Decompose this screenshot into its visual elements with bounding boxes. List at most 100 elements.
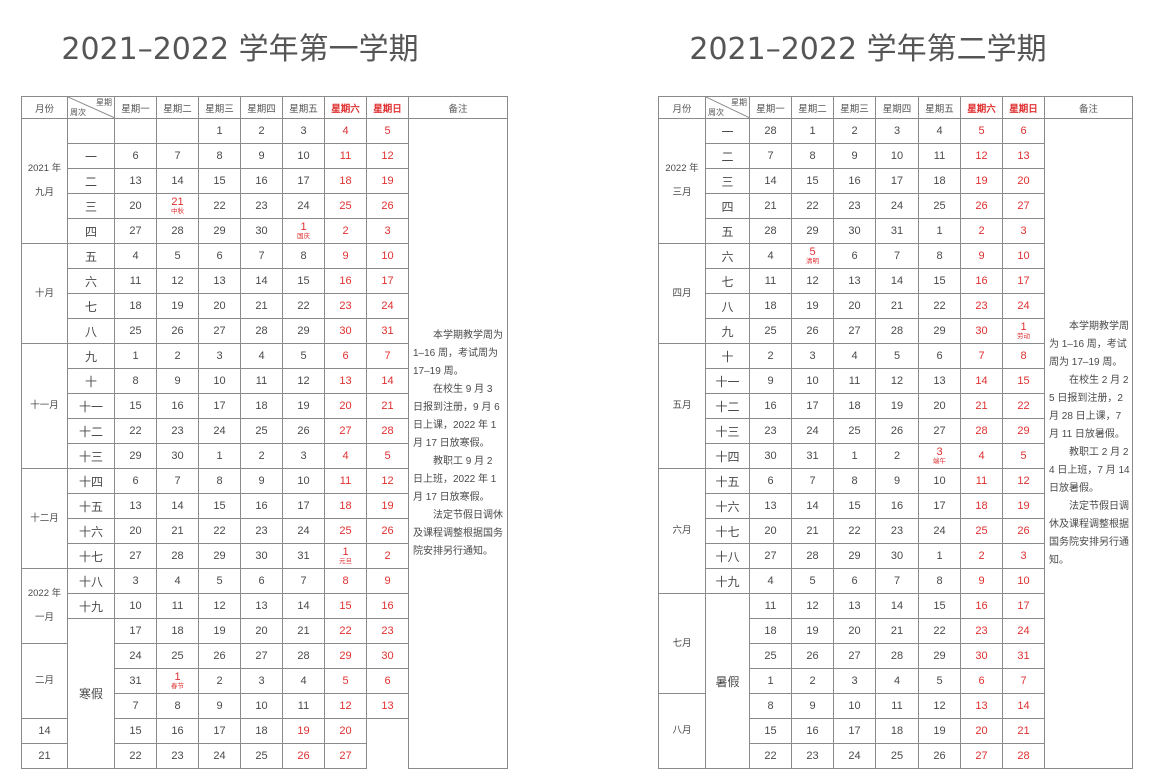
date-cell: 4	[324, 118, 367, 144]
day-header: 星期日	[1002, 96, 1045, 119]
date-cell: 9	[833, 143, 876, 169]
holiday-label: 清明	[806, 258, 819, 265]
week-row: 二 7 8 9 10 11 12 13	[659, 143, 1133, 169]
week-number: 九	[705, 318, 750, 344]
date-cell: 8	[324, 568, 367, 594]
date-cell: 14	[21, 718, 68, 744]
date-cell: 19	[366, 168, 409, 194]
date-cell: 4	[960, 443, 1003, 469]
date-cell: 18	[918, 168, 961, 194]
date-cell: 7	[1002, 668, 1045, 694]
date-cell: 25	[875, 743, 919, 769]
date-cell: 22	[918, 618, 961, 644]
date-cell: 10	[114, 593, 157, 619]
date-cell: 24	[198, 418, 241, 444]
date-cell: 28	[156, 543, 199, 569]
holiday-date-cell: 5 清明	[791, 243, 834, 269]
date-cell: 8	[114, 368, 157, 394]
date-cell: 2	[791, 668, 834, 694]
date-cell: 16	[366, 593, 409, 619]
date-cell: 22	[282, 293, 325, 319]
date-cell	[114, 118, 157, 144]
date-cell: 6	[749, 468, 792, 494]
date-cell: 29	[1002, 418, 1045, 444]
week-number: 十三	[705, 418, 750, 444]
date-cell: 28	[875, 643, 919, 669]
date-cell: 10	[791, 368, 834, 394]
date-cell: 13	[324, 368, 367, 394]
date-cell: 12	[791, 593, 834, 619]
date-cell: 2	[198, 668, 241, 694]
date-cell: 25	[156, 643, 199, 669]
date-cell: 22	[833, 518, 876, 544]
date-cell: 11	[749, 268, 792, 294]
header-row: 月份 星期 周次 星期一 星期二 星期三 星期四 星期五 星期六 星期日 备注	[21, 96, 508, 119]
date-cell: 14	[282, 593, 325, 619]
date-cell: 15	[114, 393, 157, 419]
month-cell: 八月	[658, 693, 706, 769]
date-cell: 20	[324, 393, 367, 419]
date-cell	[156, 118, 199, 144]
date-cell: 2	[156, 343, 199, 369]
week-number: 十三	[67, 443, 115, 469]
holiday-date-cell: 3 端午	[918, 443, 961, 469]
date-cell: 22	[324, 618, 367, 644]
date-cell: 5	[875, 343, 919, 369]
date-cell: 6	[960, 668, 1003, 694]
date-cell: 19	[366, 493, 409, 519]
date-cell: 28	[366, 418, 409, 444]
date-cell: 21	[960, 393, 1003, 419]
date-cell: 23	[960, 293, 1003, 319]
week-number: 四	[67, 218, 115, 244]
date-cell: 25	[114, 318, 157, 344]
date-cell: 23	[240, 193, 283, 219]
date-cell: 4	[875, 668, 919, 694]
date-cell: 30	[366, 643, 409, 669]
date-cell: 22	[114, 418, 157, 444]
date-cell: 12	[366, 468, 409, 494]
date-cell: 23	[749, 418, 792, 444]
week-row: 十六 20 21 22 23 24 25 26	[22, 518, 508, 544]
date-cell: 29	[918, 318, 961, 344]
date-cell: 28	[156, 218, 199, 244]
date-cell: 12	[918, 693, 961, 719]
date-cell: 18	[324, 168, 367, 194]
date-cell: 11	[918, 143, 961, 169]
week-number: 二	[705, 143, 750, 169]
date-cell: 3	[282, 118, 325, 144]
date-cell: 30	[960, 318, 1003, 344]
date-cell: 11	[749, 593, 792, 619]
week-row: 八 18 19 20 21 22 23 24	[659, 293, 1133, 319]
date-cell: 4	[156, 568, 199, 594]
date-cell: 15	[324, 593, 367, 619]
holiday-date-cell: 1 国庆	[282, 218, 325, 244]
date-cell: 28	[240, 318, 283, 344]
month-header: 月份	[21, 96, 68, 119]
date-cell: 31	[366, 318, 409, 344]
date-cell: 6	[114, 468, 157, 494]
date-cell: 13	[240, 593, 283, 619]
date-cell: 4	[240, 343, 283, 369]
date-cell: 20	[240, 618, 283, 644]
semester-1-calendar: 月份 星期 周次 星期一 星期二 星期三 星期四 星期五 星期六 星期日 备注 2021 年九月 1 2 3…	[21, 96, 508, 769]
date-cell: 6	[324, 343, 367, 369]
date-cell: 13	[1002, 143, 1045, 169]
date-cell: 30	[240, 218, 283, 244]
day-header: 星期四	[240, 96, 283, 119]
month-cell: 十二月	[21, 468, 68, 569]
date-cell: 17	[282, 493, 325, 519]
date-cell: 12	[1002, 468, 1045, 494]
holiday-label: 春节	[171, 683, 184, 690]
diagonal-divider	[706, 97, 749, 118]
date-cell: 10	[366, 243, 409, 269]
date-cell: 21	[875, 293, 919, 319]
date-cell: 6	[1002, 118, 1045, 144]
week-number: 八	[705, 293, 750, 319]
holiday-label: 端午	[933, 458, 946, 465]
date-cell: 14	[875, 593, 919, 619]
date-cell: 5	[324, 668, 367, 694]
date-cell: 29	[918, 643, 961, 669]
date-cell: 19	[156, 293, 199, 319]
date-cell: 14	[875, 268, 919, 294]
month-cell: 2022 年三月	[658, 118, 706, 244]
